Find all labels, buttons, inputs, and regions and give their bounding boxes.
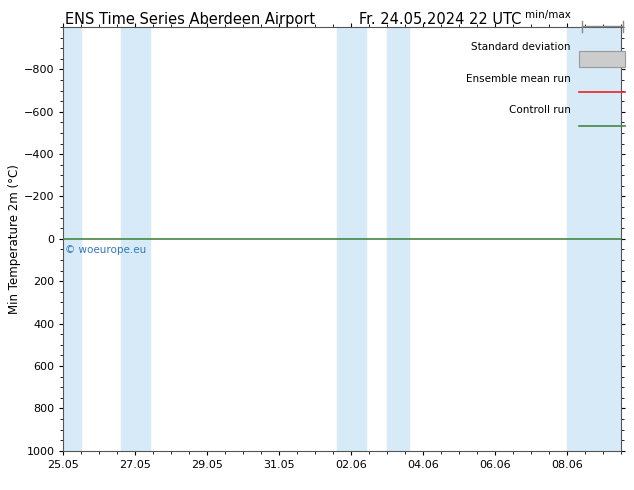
Text: ENS Time Series Aberdeen Airport: ENS Time Series Aberdeen Airport [65,12,315,27]
Text: min/max: min/max [525,10,571,20]
Y-axis label: Min Temperature 2m (°C): Min Temperature 2m (°C) [8,164,21,314]
Text: Standard deviation: Standard deviation [471,42,571,51]
FancyBboxPatch shape [579,51,625,67]
Bar [387,27,409,451]
Bar [337,27,366,451]
Bar [567,27,621,451]
Bar [121,27,150,451]
Text: Controll run: Controll run [508,105,571,115]
Text: © woeurope.eu: © woeurope.eu [65,245,146,255]
Text: Fr. 24.05.2024 22 UTC: Fr. 24.05.2024 22 UTC [359,12,522,27]
Text: Ensemble mean run: Ensemble mean run [466,74,571,83]
Bar [63,27,81,451]
